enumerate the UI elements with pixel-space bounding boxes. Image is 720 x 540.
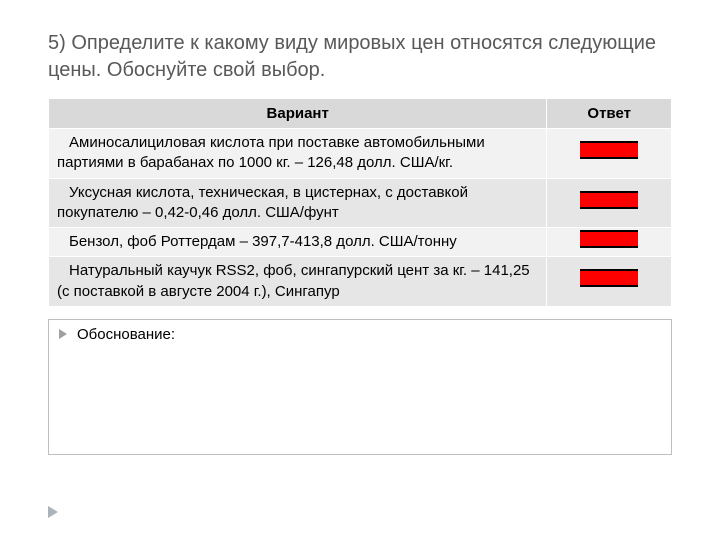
table-row: Уксусная кислота, техническая, в цистерн… bbox=[49, 178, 672, 228]
variant-cell: Бензол, фоб Роттердам – 397,7-413,8 долл… bbox=[49, 228, 547, 257]
answer-cell bbox=[547, 129, 672, 179]
variant-cell: Уксусная кислота, техническая, в цистерн… bbox=[49, 178, 547, 228]
redacted-answer bbox=[580, 232, 638, 246]
table-header-row: Вариант Ответ bbox=[49, 99, 672, 129]
answer-cell bbox=[547, 228, 672, 257]
justification-label-row: Обоснование: bbox=[59, 326, 661, 343]
justification-label: Обоснование: bbox=[77, 326, 175, 343]
header-variant: Вариант bbox=[49, 99, 547, 129]
redacted-answer bbox=[580, 271, 638, 285]
header-answer: Ответ bbox=[547, 99, 672, 129]
justification-box: Обоснование: bbox=[48, 319, 672, 455]
answer-cell bbox=[547, 257, 672, 307]
triangle-bullet-icon bbox=[59, 329, 67, 339]
price-table: Вариант Ответ Аминосалициловая кислота п… bbox=[48, 98, 672, 307]
table-row: Бензол, фоб Роттердам – 397,7-413,8 долл… bbox=[49, 228, 672, 257]
table-row: Аминосалициловая кислота при поставке ав… bbox=[49, 129, 672, 179]
table-row: Натуральный каучук RSS2, фоб, сингапурск… bbox=[49, 257, 672, 307]
footer-triangle-icon bbox=[48, 506, 58, 518]
question-title: 5) Определите к какому виду мировых цен … bbox=[48, 30, 672, 84]
answer-cell bbox=[547, 178, 672, 228]
variant-cell: Аминосалициловая кислота при поставке ав… bbox=[49, 129, 547, 179]
redacted-answer bbox=[580, 193, 638, 207]
variant-cell: Натуральный каучук RSS2, фоб, сингапурск… bbox=[49, 257, 547, 307]
redacted-answer bbox=[580, 143, 638, 157]
